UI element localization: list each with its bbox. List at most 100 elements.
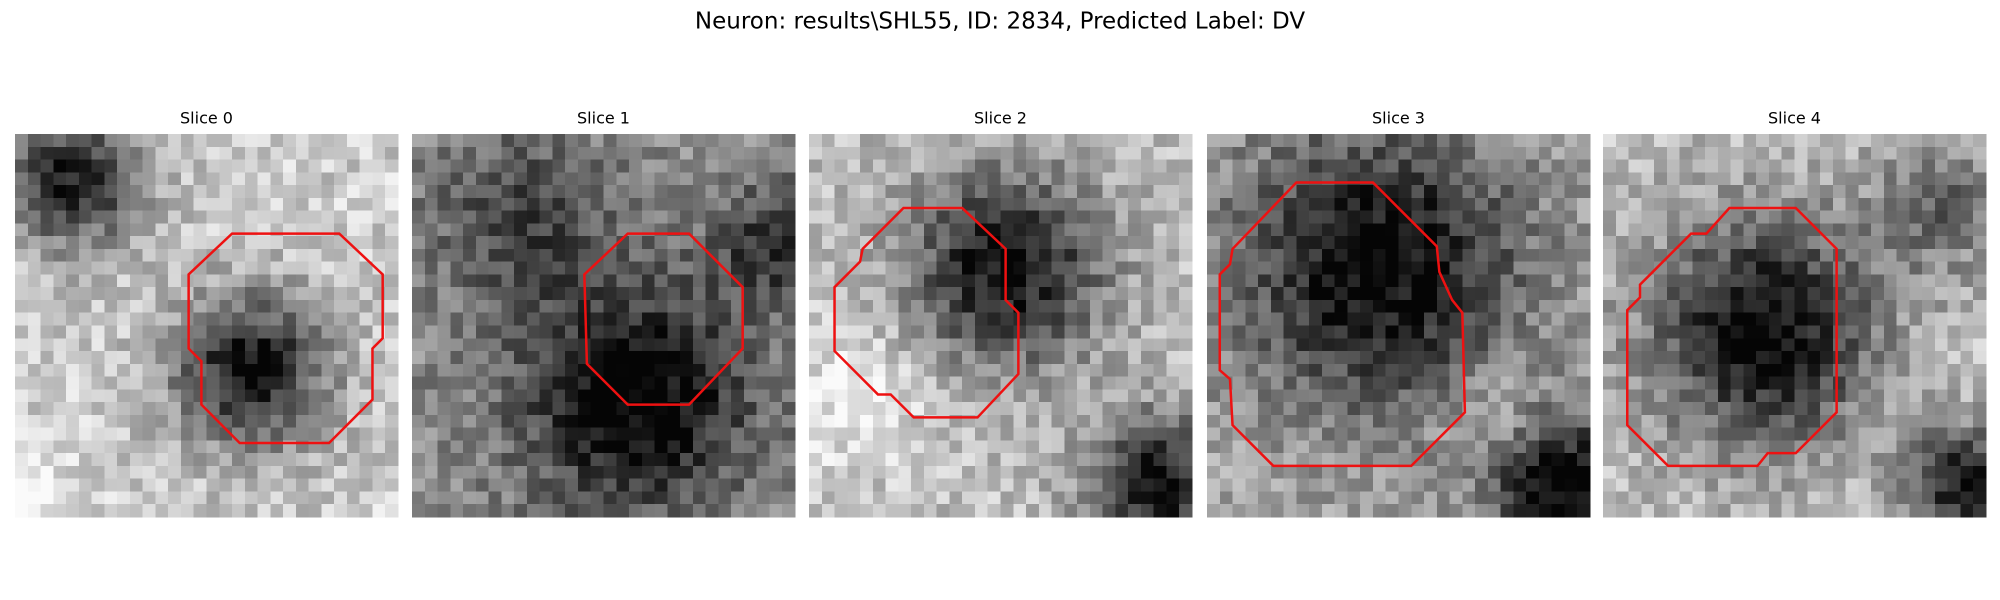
pixel: [1179, 491, 1193, 505]
pixel: [1513, 376, 1527, 390]
pixel: [1858, 146, 1872, 160]
pixel: [1436, 146, 1450, 160]
pixel: [104, 299, 118, 314]
pixel: [463, 159, 477, 173]
pixel: [1128, 427, 1142, 441]
pixel: [1845, 478, 1859, 492]
pixel: [1140, 414, 1154, 428]
pixel: [1743, 210, 1757, 224]
pixel: [129, 414, 143, 428]
pixel: [1385, 223, 1399, 237]
pixel: [1296, 248, 1310, 262]
pixel: [936, 185, 950, 199]
pixel: [27, 197, 41, 211]
pixel: [1051, 236, 1065, 250]
pixel: [1858, 389, 1872, 403]
pixel: [1153, 427, 1167, 441]
pixel: [526, 312, 540, 326]
pixel: [1051, 159, 1065, 173]
pixel: [1717, 376, 1731, 390]
pixel: [552, 363, 566, 377]
pixel: [1500, 223, 1514, 237]
pixel: [372, 338, 386, 352]
pixel: [168, 440, 182, 454]
pixel: [219, 185, 233, 199]
pixel: [1730, 453, 1744, 467]
pixel: [66, 465, 80, 479]
pixel: [1372, 478, 1387, 492]
pixel: [1820, 146, 1834, 160]
pixel: [962, 453, 976, 467]
pixel: [1296, 427, 1310, 441]
pixel: [1922, 325, 1936, 339]
pixel: [463, 427, 477, 441]
pixel: [1781, 504, 1795, 518]
pixel: [1309, 146, 1323, 160]
pixel: [885, 363, 899, 377]
pixel: [526, 427, 540, 441]
pixel: [1947, 338, 1961, 352]
pixel: [1743, 325, 1757, 339]
pixel: [1321, 465, 1335, 479]
pixel: [718, 414, 732, 428]
pixel: [756, 338, 770, 352]
pixel: [949, 338, 963, 352]
pixel: [667, 504, 681, 518]
pixel: [1615, 325, 1629, 339]
pixel: [1064, 491, 1078, 505]
pixel: [641, 440, 655, 454]
pixel: [1153, 146, 1167, 160]
pixel: [40, 414, 54, 428]
pixel: [257, 134, 271, 148]
pixel: [1577, 465, 1591, 479]
pixel: [680, 478, 694, 492]
pixel: [1089, 465, 1103, 479]
pixel: [321, 491, 335, 505]
pixel: [1064, 134, 1078, 148]
pixel: [270, 465, 284, 479]
pixel: [1705, 248, 1719, 262]
pixel: [1934, 185, 1948, 199]
pixel: [565, 376, 579, 390]
pixel: [1883, 363, 1897, 377]
pixel: [1551, 453, 1565, 467]
pixel: [1577, 223, 1591, 237]
pixel: [15, 185, 29, 199]
pixel: [1411, 299, 1425, 314]
pixel: [577, 504, 592, 518]
pixel: [308, 453, 322, 467]
pixel: [756, 465, 770, 479]
pixel: [1538, 491, 1552, 505]
pixel: [834, 491, 848, 505]
pixel: [526, 248, 540, 262]
pixel: [1871, 351, 1885, 365]
pixel: [1820, 210, 1834, 224]
pixel: [911, 223, 925, 237]
pixel: [385, 338, 399, 352]
pixel: [270, 478, 284, 492]
pixel: [629, 172, 643, 186]
pixel: [66, 210, 80, 224]
pixel: [1871, 389, 1885, 403]
pixel: [1730, 363, 1744, 377]
pixel: [911, 248, 925, 262]
pixel: [1115, 299, 1129, 314]
pixel: [1628, 402, 1642, 416]
pixel: [629, 274, 643, 288]
pixel: [1398, 299, 1412, 314]
pixel: [104, 185, 118, 199]
pixel: [667, 146, 681, 160]
pixel: [295, 465, 309, 479]
pixel: [1717, 146, 1731, 160]
pixel: [412, 440, 426, 454]
pixel: [1909, 299, 1923, 314]
pixel: [705, 223, 719, 237]
pixel: [424, 146, 438, 160]
pixel: [257, 172, 271, 186]
pixel: [949, 236, 963, 250]
pixel: [1360, 248, 1374, 262]
pixel: [680, 236, 694, 250]
pixel: [1896, 504, 1910, 518]
pixel: [437, 389, 451, 403]
pixel: [885, 236, 899, 250]
